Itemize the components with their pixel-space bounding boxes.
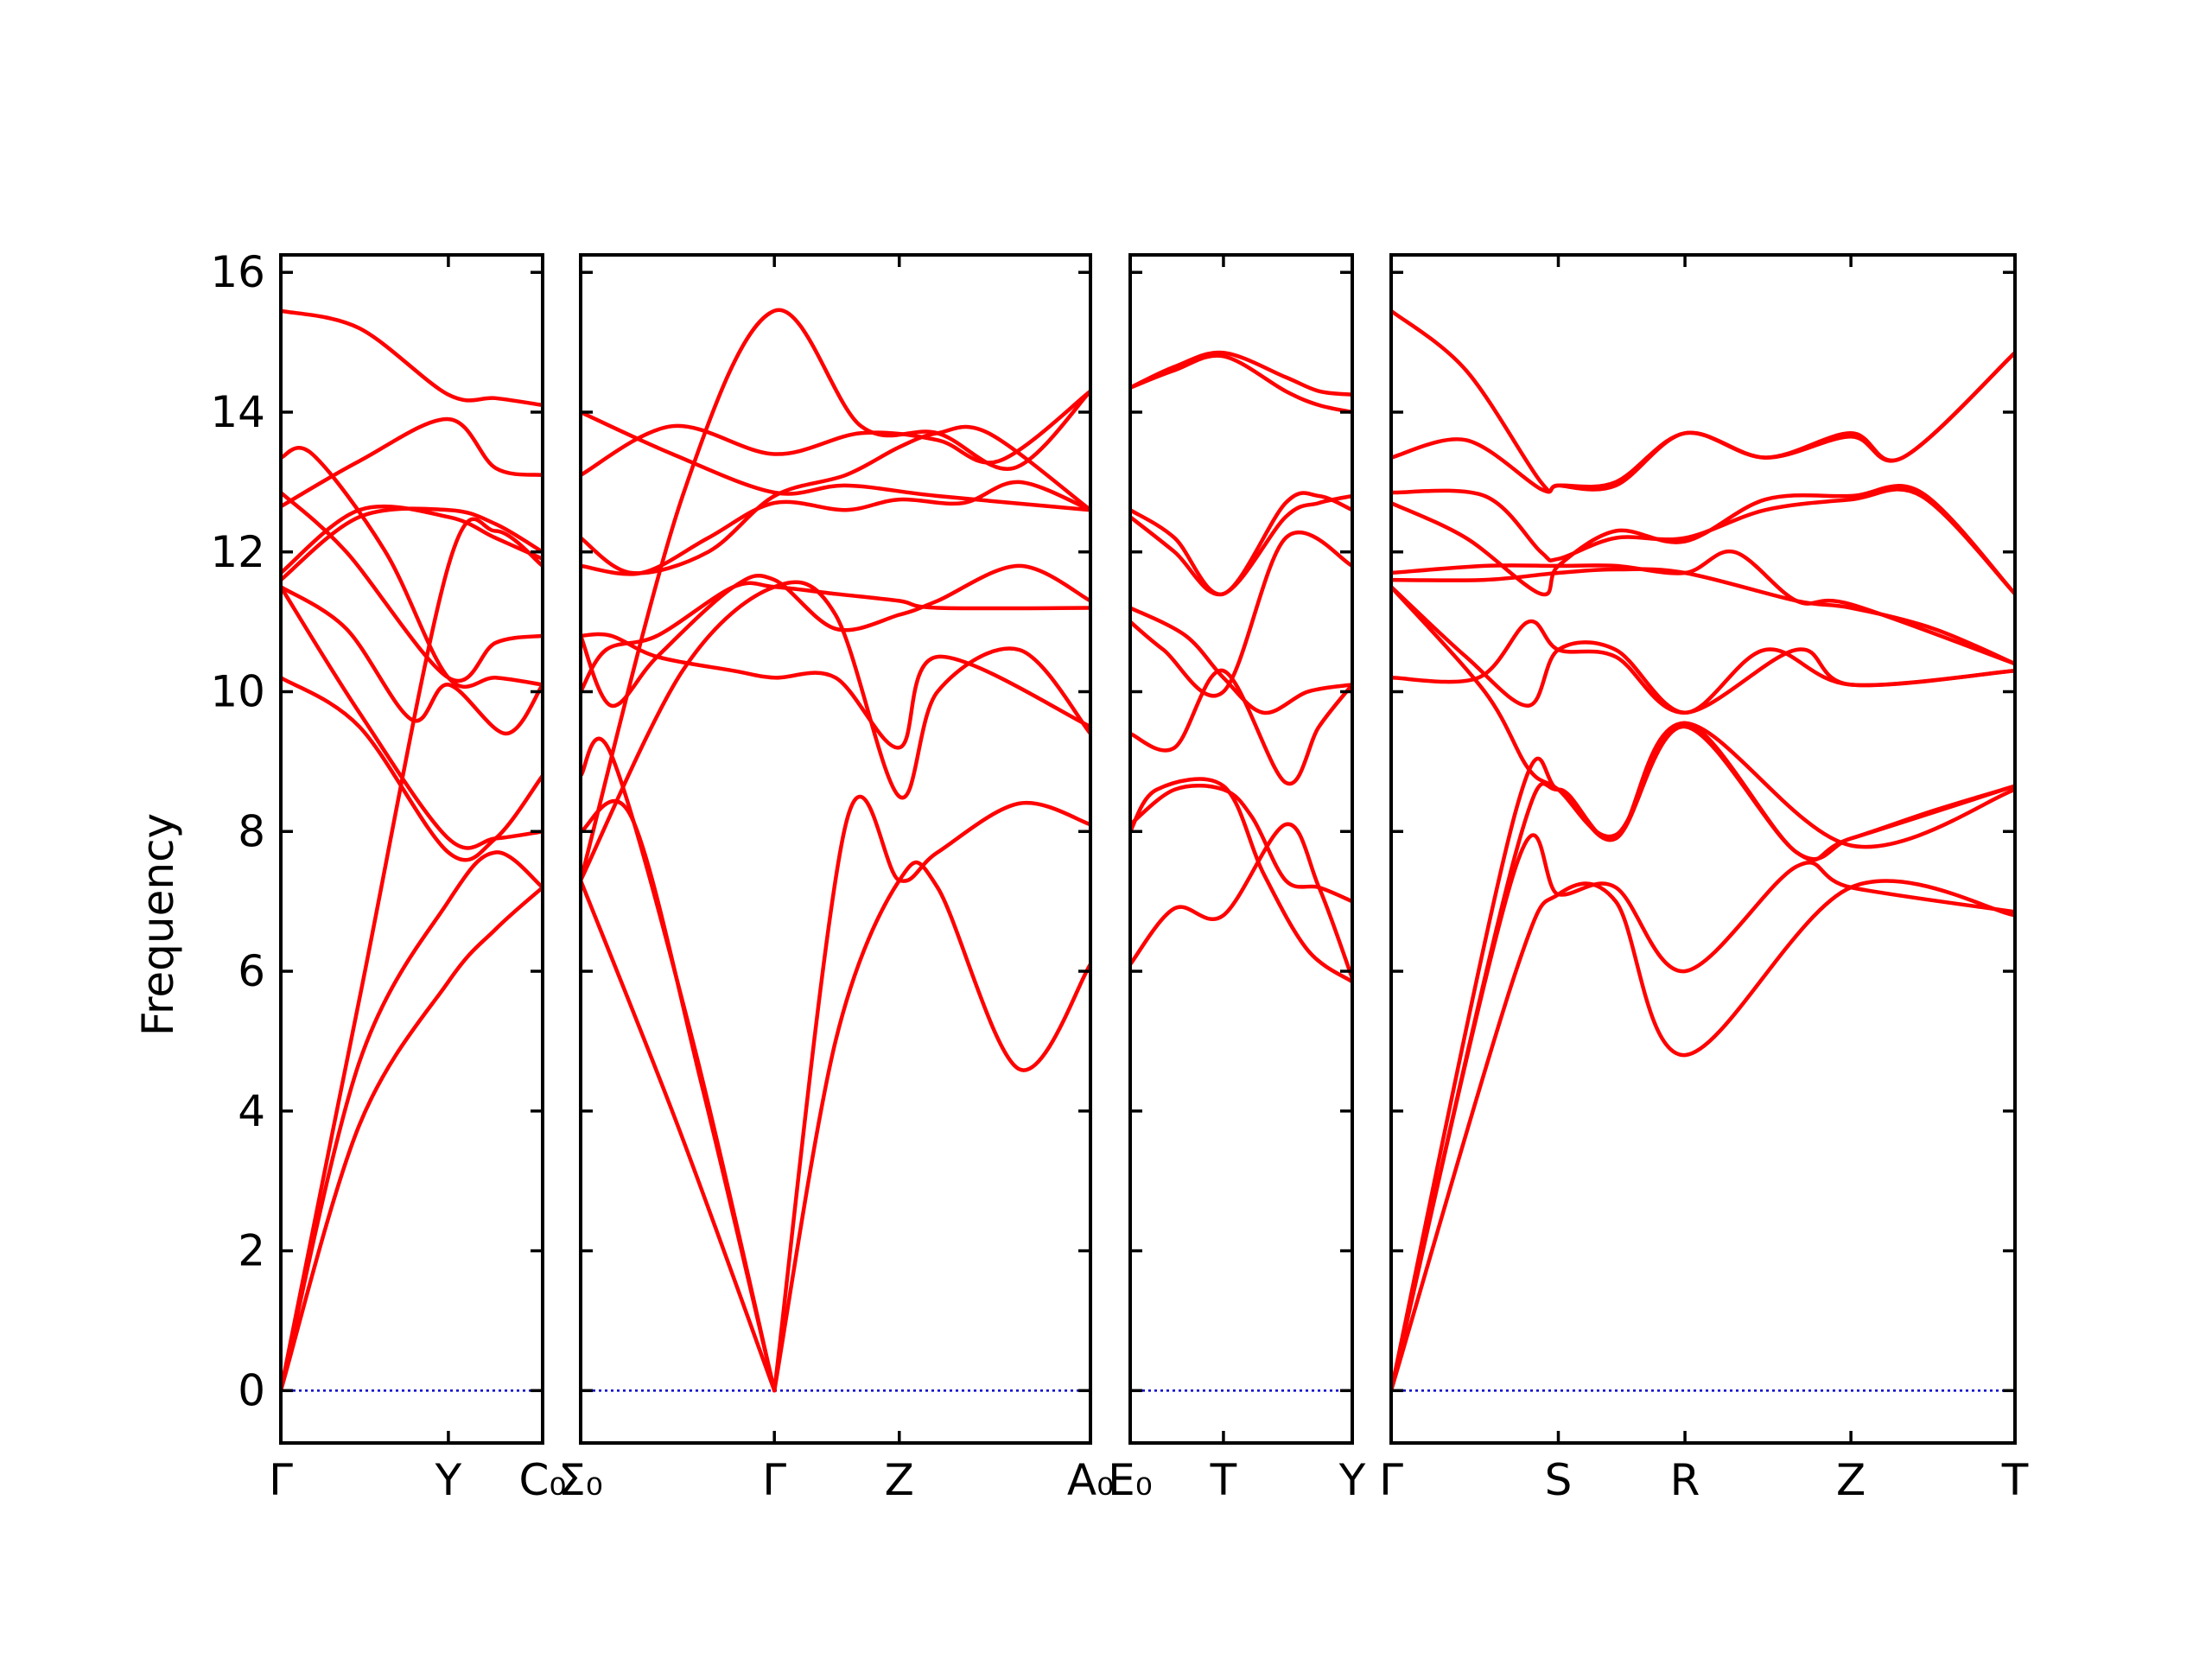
band-line xyxy=(1130,669,1352,786)
x-tick-label: C₀ xyxy=(519,1455,567,1505)
x-tick-label: Y xyxy=(435,1455,462,1505)
x-tick-label: T xyxy=(1210,1455,1237,1505)
y-tick-label: 6 xyxy=(238,946,265,996)
band-line xyxy=(281,850,543,1393)
band-line xyxy=(772,794,1090,1393)
band-line xyxy=(281,308,543,408)
x-tick-label: E₀ xyxy=(1108,1455,1153,1505)
y-axis-title: Frequency xyxy=(133,813,183,1036)
band-line xyxy=(1130,783,1352,904)
x-tick-label: Z xyxy=(885,1455,914,1505)
panel-frame xyxy=(279,253,544,1445)
x-tick-label: Z xyxy=(1836,1455,1866,1505)
band-line xyxy=(281,504,543,575)
band-line xyxy=(581,798,777,1393)
band-line xyxy=(1391,567,2015,666)
panel-2: Σ₀ Γ Z A₀ xyxy=(558,253,1114,1505)
band-line xyxy=(1130,350,1352,397)
y-tick-label: 12 xyxy=(210,527,265,577)
x-tick-label: Y xyxy=(1338,1455,1366,1505)
band-line xyxy=(1391,833,2015,1393)
band-line xyxy=(1391,721,2015,1393)
band-line xyxy=(1130,606,1352,715)
band-line xyxy=(281,885,543,1393)
y-tick-label: 14 xyxy=(210,387,265,437)
panel-frame xyxy=(1128,253,1354,1445)
panel-frame xyxy=(579,253,1092,1445)
y-tick-label: 16 xyxy=(210,247,265,297)
band-line xyxy=(772,860,1090,1393)
x-tick-label: Σ₀ xyxy=(558,1455,603,1505)
band-line xyxy=(1391,584,2015,861)
band-line xyxy=(1130,777,1352,984)
band-line xyxy=(1391,879,2015,1393)
band-line xyxy=(281,446,543,690)
band-line xyxy=(1130,493,1352,597)
panel-plot-area xyxy=(1391,308,2015,1393)
band-line xyxy=(1391,721,2015,1393)
band-line xyxy=(1130,822,1352,981)
panel-plot-area xyxy=(1130,350,1352,1392)
band-line xyxy=(1391,484,2015,597)
band-line xyxy=(281,676,543,862)
band-line xyxy=(1391,350,2015,494)
band-line xyxy=(1391,584,2015,715)
band-line xyxy=(1391,549,2015,666)
band-line xyxy=(1391,308,2015,493)
band-line xyxy=(1130,530,1352,698)
y-tick-label: 8 xyxy=(238,806,265,856)
band-line xyxy=(281,506,543,582)
band-line xyxy=(581,410,1090,512)
band-line xyxy=(581,736,777,1393)
y-tick-label: 4 xyxy=(238,1086,265,1136)
x-tick-label: T xyxy=(2001,1455,2029,1505)
band-line xyxy=(581,580,1090,883)
band-line xyxy=(281,584,543,850)
x-tick-label: Γ xyxy=(762,1455,786,1505)
panel-3: E₀ T Y xyxy=(1108,253,1366,1505)
band-line xyxy=(581,389,1090,478)
band-line xyxy=(581,632,1090,750)
band-line xyxy=(581,581,1090,694)
band-line xyxy=(281,584,543,736)
band-line xyxy=(281,416,543,509)
x-tick-label: R xyxy=(1670,1455,1700,1505)
band-line xyxy=(581,480,1090,576)
x-tick-label: Γ xyxy=(269,1455,293,1505)
band-line xyxy=(281,490,543,683)
band-line xyxy=(581,878,777,1393)
band-line xyxy=(581,308,1090,883)
y-tick-label: 10 xyxy=(210,667,265,717)
x-tick-label: A₀ xyxy=(1067,1455,1114,1505)
panel-1: 0 2 4 6 8 10 12 14 16 Γ Y C₀ xyxy=(210,247,566,1505)
panel-plot-area xyxy=(281,308,543,1393)
x-tick-label: S xyxy=(1545,1455,1573,1505)
band-line xyxy=(281,517,543,1393)
panel-plot-area xyxy=(581,308,1090,1393)
panel-frame xyxy=(1389,253,2017,1445)
y-tick-label: 2 xyxy=(238,1226,265,1276)
band-line xyxy=(1130,491,1352,596)
band-line xyxy=(1391,487,2015,596)
band-line xyxy=(1130,353,1352,415)
y-tick-label: 0 xyxy=(238,1365,265,1415)
x-tick-label: Γ xyxy=(1379,1455,1403,1505)
band-line xyxy=(1391,619,2015,715)
